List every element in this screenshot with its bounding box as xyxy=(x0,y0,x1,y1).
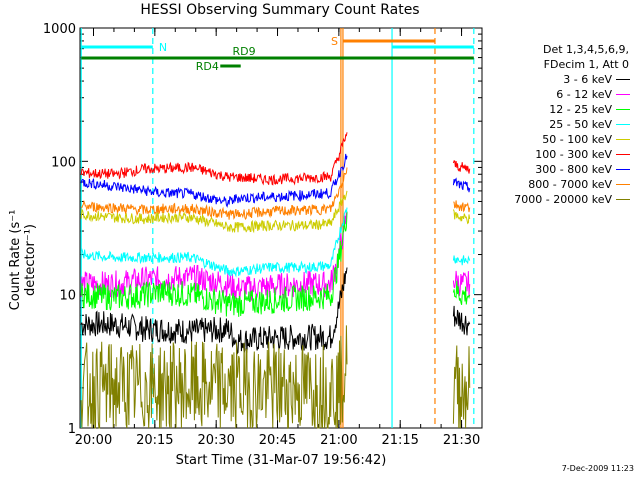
legend-swatch xyxy=(616,154,630,155)
legend-entry-label: 800 - 7000 keV xyxy=(528,178,612,191)
x-axis-label: Start Time (31-Mar-07 19:56:42) xyxy=(175,453,387,468)
legend-entry-label: 3 - 6 keV xyxy=(563,73,612,86)
series-line-6-12-kev xyxy=(452,270,471,298)
series-line-3-6-kev xyxy=(452,305,471,336)
legend-entry: 300 - 800 keV xyxy=(486,162,636,177)
legend-entry-label: 12 - 25 keV xyxy=(549,103,612,116)
series-line-800-7000-kev xyxy=(453,200,471,213)
night-marker-label: N xyxy=(159,41,167,54)
series-line-100-300-kev xyxy=(452,160,471,174)
x-tick-label: 20:15 xyxy=(136,433,173,448)
series-line-7000-20000-kev xyxy=(80,325,348,430)
x-tick-label: 21:00 xyxy=(320,433,357,448)
legend-swatch xyxy=(616,169,630,170)
legend-entry: 3 - 6 keV xyxy=(486,72,636,87)
series-line-12-25-kev xyxy=(452,280,471,306)
series-line-100-300-kev xyxy=(80,132,348,186)
saa-marker-label: S xyxy=(331,35,338,48)
rd4-marker-label: RD4 xyxy=(196,60,219,73)
legend-swatch xyxy=(616,124,630,125)
series-line-300-800-kev xyxy=(80,153,348,208)
x-tick-label: 20:30 xyxy=(197,433,234,448)
legend-entry-label: 100 - 300 keV xyxy=(535,148,612,161)
x-tick-label: 20:45 xyxy=(259,433,296,448)
series-line-12-25-kev xyxy=(80,211,348,317)
series-line-50-100-kev xyxy=(80,190,348,234)
legend-header-detectors: Det 1,3,4,5,6,9, xyxy=(542,43,629,56)
series-line-800-7000-kev xyxy=(80,167,348,221)
y-tick-label: 10 xyxy=(59,289,76,304)
legend-entry-label: 7000 - 20000 keV xyxy=(514,193,612,206)
plot-frame xyxy=(79,27,483,429)
legend-entry: 100 - 300 keV xyxy=(486,147,636,162)
legend-swatch xyxy=(616,199,630,200)
series-line-7000-20000-kev xyxy=(452,345,471,429)
x-tick-label: 20:00 xyxy=(75,433,112,448)
legend-entry: 50 - 100 keV xyxy=(486,132,636,147)
x-tick-label: 21:15 xyxy=(381,433,418,448)
footer-date: 7-Dec-2009 11:23 xyxy=(561,464,634,473)
legend-entry-label: 50 - 100 keV xyxy=(542,133,612,146)
y-tick-label: 100 xyxy=(51,155,76,170)
legend-entry-label: 25 - 50 keV xyxy=(549,118,612,131)
legend-entry: 25 - 50 keV xyxy=(486,117,636,132)
legend-entry-label: 6 - 12 keV xyxy=(556,88,612,101)
legend-entry: 800 - 7000 keV xyxy=(486,177,636,192)
legend-entry-label: 300 - 800 keV xyxy=(535,163,612,176)
legend: Det 1,3,4,5,6,9, FDecim 1, Att 0 3 - 6 k… xyxy=(486,42,636,207)
legend-entry: 6 - 12 keV xyxy=(486,87,636,102)
series-line-300-800-kev xyxy=(452,177,471,193)
series-line-50-100-kev xyxy=(452,209,471,225)
y-tick-label: 1000 xyxy=(43,22,76,37)
legend-swatch xyxy=(616,139,630,140)
y-tick-label: 1 xyxy=(68,422,76,437)
legend-swatch xyxy=(616,109,630,110)
legend-swatch xyxy=(616,184,630,185)
rd9-marker-label: RD9 xyxy=(233,45,256,58)
legend-swatch xyxy=(616,94,630,95)
legend-swatch xyxy=(616,79,630,80)
legend-header-decimation: FDecim 1, Att 0 xyxy=(543,58,629,71)
series-line-25-50-kev xyxy=(80,207,348,278)
x-tick-label: 21:30 xyxy=(443,433,480,448)
chart-title: HESSI Observing Summary Count Rates xyxy=(140,2,420,18)
series-line-25-50-kev xyxy=(452,255,471,266)
legend-entry: 7000 - 20000 keV xyxy=(486,192,636,207)
legend-entry: 12 - 25 keV xyxy=(486,102,636,117)
series-line-3-6-kev xyxy=(80,267,348,355)
